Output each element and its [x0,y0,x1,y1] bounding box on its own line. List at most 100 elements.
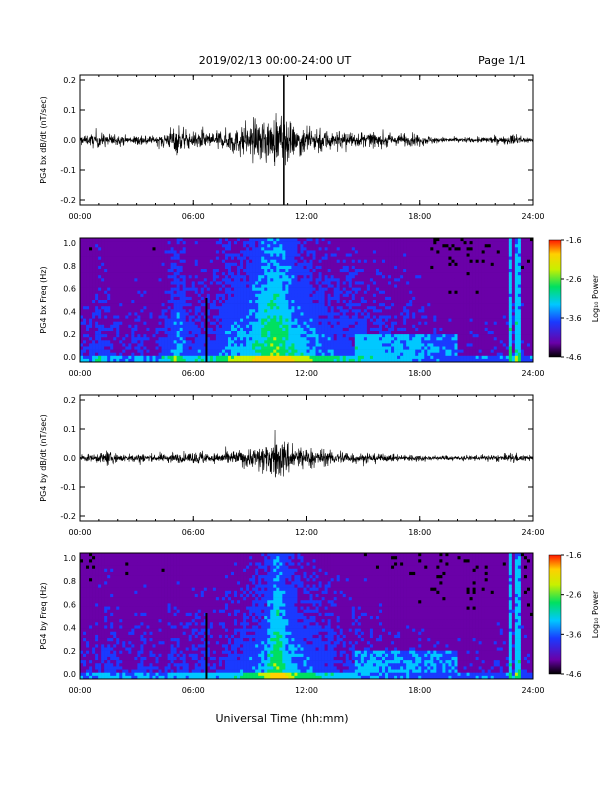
heatmap-cell [345,340,350,344]
heatmap-cell [351,275,356,279]
heatmap-cell [95,358,99,363]
heatmap-cell [336,303,341,307]
heatmap-cell [131,349,135,353]
heatmap-cell [360,265,365,270]
heatmap-cell [267,272,271,276]
heatmap-cell [231,327,235,332]
heatmap-cell [351,318,356,322]
heatmap-cell [403,312,407,316]
heatmap-cell [285,284,289,288]
heatmap-cell [227,309,232,313]
heatmap-cell [360,262,365,267]
heatmap-cell [303,303,307,307]
heatmap-cell [143,296,147,301]
heatmap-cell [327,349,331,353]
heatmap-cell [80,244,84,248]
heatmap-cell [83,327,87,332]
heatmap-cell [351,284,356,288]
heatmap-cell [246,275,250,279]
heatmap-cell [270,256,274,260]
heatmap-cell [131,358,135,363]
y-tick-label: 0.2 [63,330,76,339]
heatmap-cell [273,281,277,285]
heatmap-cell [243,300,247,304]
heatmap-cell [342,358,347,363]
heatmap-cell [351,281,356,285]
heatmap-cell [107,303,111,307]
heatmap-cell [303,269,307,273]
heatmap-cell [421,306,425,310]
heatmap-cell [388,296,392,301]
heatmap-cell [324,300,328,304]
heatmap-cell [143,309,147,313]
heatmap-cell [261,346,265,350]
heatmap-cell [234,238,238,242]
heatmap-cell [176,303,180,307]
heatmap-cell [342,259,347,264]
heatmap-cell [128,343,132,347]
heatmap-cell [315,275,319,279]
heatmap-cell [261,262,265,267]
heatmap-cell [330,278,334,282]
heatmap-cell [418,275,422,279]
heatmap-cell [143,265,147,270]
heatmap-cell [391,303,395,307]
heatmap-cell [330,238,334,242]
heatmap-cell [237,306,241,310]
heatmap-cell [276,262,280,267]
heatmap-cell [391,300,395,304]
heatmap-cell [385,343,389,347]
heatmap-cell [439,309,443,313]
heatmap-cell [104,265,108,270]
heatmap-cell [104,343,108,347]
heatmap-cell [231,287,235,291]
heatmap-cell [324,331,328,335]
heatmap-cell [143,352,147,357]
heatmap-cell [80,293,84,298]
heatmap-cell [161,278,165,282]
heatmap-cell [339,278,344,282]
heatmap-cell [388,247,392,251]
heatmap-cell [179,262,183,267]
heatmap-cell [363,340,368,344]
heatmap-cell [152,262,156,267]
heatmap-cell [131,296,135,301]
heatmap-cell [243,349,247,353]
heatmap-cell [433,343,437,347]
heatmap-cell [406,324,410,329]
heatmap-cell [273,238,277,242]
heatmap-cell [249,312,253,316]
heatmap-cell [430,281,434,285]
heatmap-cell [234,340,238,344]
heatmap-cell [209,346,214,350]
heatmap-cell [403,309,407,313]
heatmap-cell [282,321,286,326]
heatmap-cell [161,275,165,279]
heatmap-cell [297,315,301,319]
heatmap-cell [164,272,168,276]
heatmap-cell [261,278,265,282]
heatmap-cell [327,346,331,350]
heatmap-cell [412,238,416,242]
heatmap-cell [122,358,126,363]
heatmap-cell [300,269,304,273]
heatmap-cell [375,287,380,291]
heatmap-cell [158,321,162,326]
heatmap-cell [107,318,111,322]
heatmap-cell [200,334,205,338]
heatmap-cell [436,275,440,279]
heatmap-cell [412,281,416,285]
heatmap-cell [86,321,90,326]
heatmap-cell [273,352,277,357]
heatmap-cell [176,334,180,338]
heatmap-cell [252,318,256,322]
heatmap-cell [375,337,380,341]
heatmap-cell [227,352,232,357]
heatmap-cell [206,244,211,248]
heatmap-cell [191,247,196,251]
heatmap-cell [391,278,395,282]
heatmap-cell [98,349,102,353]
heatmap-cell [315,303,319,307]
heatmap-cell [200,312,205,316]
heatmap-cell [161,284,165,288]
